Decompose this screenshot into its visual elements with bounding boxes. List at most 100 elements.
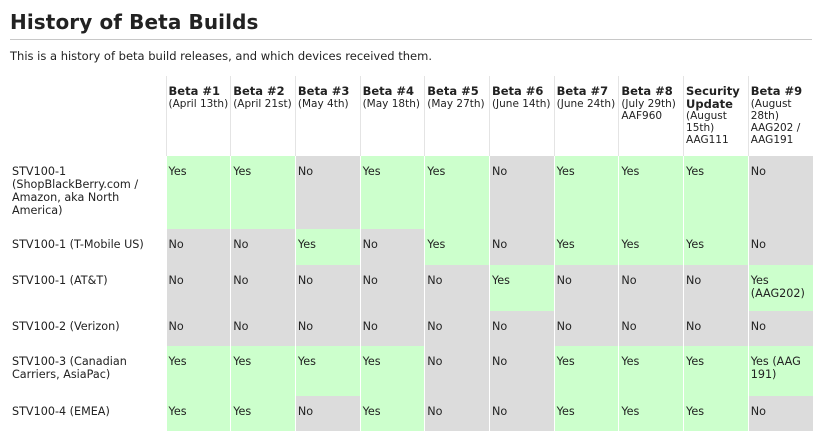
cell-yes: Yes [294, 346, 361, 396]
cell-no: No [424, 346, 490, 396]
cell-no: No [747, 311, 813, 346]
cell-no: No [618, 311, 684, 346]
cell-no: No [488, 396, 555, 431]
cell-yes: Yes [683, 396, 749, 431]
build-detail: (April 21st) [233, 97, 292, 110]
cell-yes: Yes [553, 396, 619, 431]
cell-no: No [683, 311, 749, 346]
cell-yes: Yes [230, 346, 296, 396]
cell-no: No [424, 311, 490, 346]
cell-no: No [230, 265, 296, 311]
cell-yes: Yes [230, 396, 296, 431]
cell-yes: Yes [359, 346, 425, 396]
cell-no: No [488, 229, 555, 265]
cell-no: No [294, 396, 361, 431]
build-name: Beta #3 [297, 84, 350, 98]
cell-yes: Yes [553, 346, 619, 396]
cell-yes: Yes [230, 156, 296, 229]
cell-yes: Yes [683, 229, 749, 265]
table-row: STV100-1 (AT&T) No No No No No Yes No No No Yes (A… [10, 265, 813, 311]
table-row: STV100-1 (ShopBlackBerry.com / Amazon, a… [10, 156, 813, 229]
table-header-row: Beta #1 (April 13th) Beta #2 (April 21st) Be… [10, 76, 813, 156]
cell-no: No [359, 265, 425, 311]
device-name: STV100-1 (AT&T) [10, 265, 167, 311]
build-detail: (April 13th) [168, 97, 229, 110]
cell-yes: Yes (AAG 191) [747, 346, 813, 396]
build-detail: (June 14th) [491, 97, 551, 110]
build-header: Beta #7 (June 24th) [553, 76, 619, 156]
cell-no: No [359, 311, 425, 346]
build-detail: (May 27th) [427, 97, 485, 110]
header-blank [10, 76, 166, 156]
build-detail: (May 4th) [297, 97, 349, 110]
cell-yes: Yes [683, 156, 749, 229]
page-title: History of Beta Builds [10, 8, 812, 40]
build-header: Beta #3 (May 4th) [294, 76, 361, 156]
cell-no: No [165, 265, 231, 311]
cell-yes: Yes [553, 229, 619, 265]
cell-no: No [165, 311, 231, 346]
build-name: Beta #6 [491, 84, 544, 98]
intro-text: This is a history of beta build releases… [10, 49, 432, 63]
cell-yes: Yes [359, 396, 425, 431]
table-row: STV100-2 (Verizon) No No No No No No No No No No [10, 311, 813, 346]
cell-yes: Yes [165, 396, 231, 431]
table-row: STV100-3 (Canadian Carriers, AsiaPac) Yes… [10, 346, 813, 396]
page: History of Beta Builds This is a history… [10, 8, 813, 431]
cell-no: No [553, 311, 619, 346]
device-name: STV100-2 (Verizon) [10, 311, 167, 346]
cell-no: No [747, 229, 813, 265]
build-detail: (August 15th) AAG111 [686, 110, 729, 146]
table-body: STV100-1 (ShopBlackBerry.com / Amazon, a… [10, 156, 813, 431]
cell-yes: Yes [618, 229, 684, 265]
build-header: Beta #5 (May 27th) [424, 76, 490, 156]
cell-no: No [553, 265, 619, 311]
build-detail: (June 24th) [556, 97, 616, 110]
build-detail: (August 28th) AAG202 / AAG191 [750, 97, 801, 146]
cell-yes: Yes [359, 156, 425, 229]
cell-no: No [488, 156, 555, 229]
device-name: STV100-3 (Canadian Carriers, AsiaPac) [10, 346, 167, 396]
cell-yes: Yes [424, 156, 490, 229]
build-name: Beta #1 [168, 84, 220, 98]
cell-no: No [488, 311, 555, 346]
build-header: Beta #1 (April 13th) [165, 76, 231, 156]
cell-no: No [230, 229, 296, 265]
cell-yes: Yes [424, 229, 490, 265]
cell-yes: Yes [165, 156, 231, 229]
device-name: STV100-4 (EMEA) [10, 396, 167, 431]
cell-yes: Yes [618, 346, 684, 396]
cell-no: No [294, 156, 361, 229]
build-name: Beta #2 [233, 84, 285, 98]
cell-no: No [165, 229, 231, 265]
cell-no: No [424, 265, 490, 311]
cell-no: No [747, 156, 813, 229]
build-header: Beta #2 (April 21st) [230, 76, 296, 156]
cell-no: No [359, 229, 425, 265]
build-detail: (July 29th) AAF960 [621, 97, 676, 122]
build-name: Beta #5 [427, 84, 479, 98]
beta-builds-table: Beta #1 (April 13th) Beta #2 (April 21st) Be… [10, 76, 813, 431]
cell-no: No [618, 265, 684, 311]
cell-yes: Yes [618, 156, 684, 229]
cell-yes: Yes [683, 346, 749, 396]
build-name: Security Update [686, 84, 740, 111]
cell-yes: Yes (AAG202) [747, 265, 813, 311]
cell-no: No [683, 265, 749, 311]
build-name: Beta #9 [750, 84, 803, 98]
build-header: Beta #9 (August 28th) AAG202 / AAG191 [747, 76, 813, 156]
device-name: STV100-1 (T-Mobile US) [10, 229, 167, 265]
build-name: Beta #7 [556, 84, 609, 98]
table-row: STV100-4 (EMEA) Yes Yes No Yes No No Yes Yes Yes N… [10, 396, 813, 431]
cell-yes: Yes [553, 156, 619, 229]
cell-no: No [294, 311, 361, 346]
cell-no: No [230, 311, 296, 346]
cell-yes: Yes [165, 346, 231, 396]
cell-no: No [747, 396, 813, 431]
build-name: Beta #4 [362, 84, 415, 98]
cell-no: No [424, 396, 490, 431]
cell-no: No [294, 265, 361, 311]
build-header: Security Update (August 15th) AAG111 [683, 76, 749, 156]
cell-yes: Yes [488, 265, 555, 311]
cell-yes: Yes [618, 396, 684, 431]
